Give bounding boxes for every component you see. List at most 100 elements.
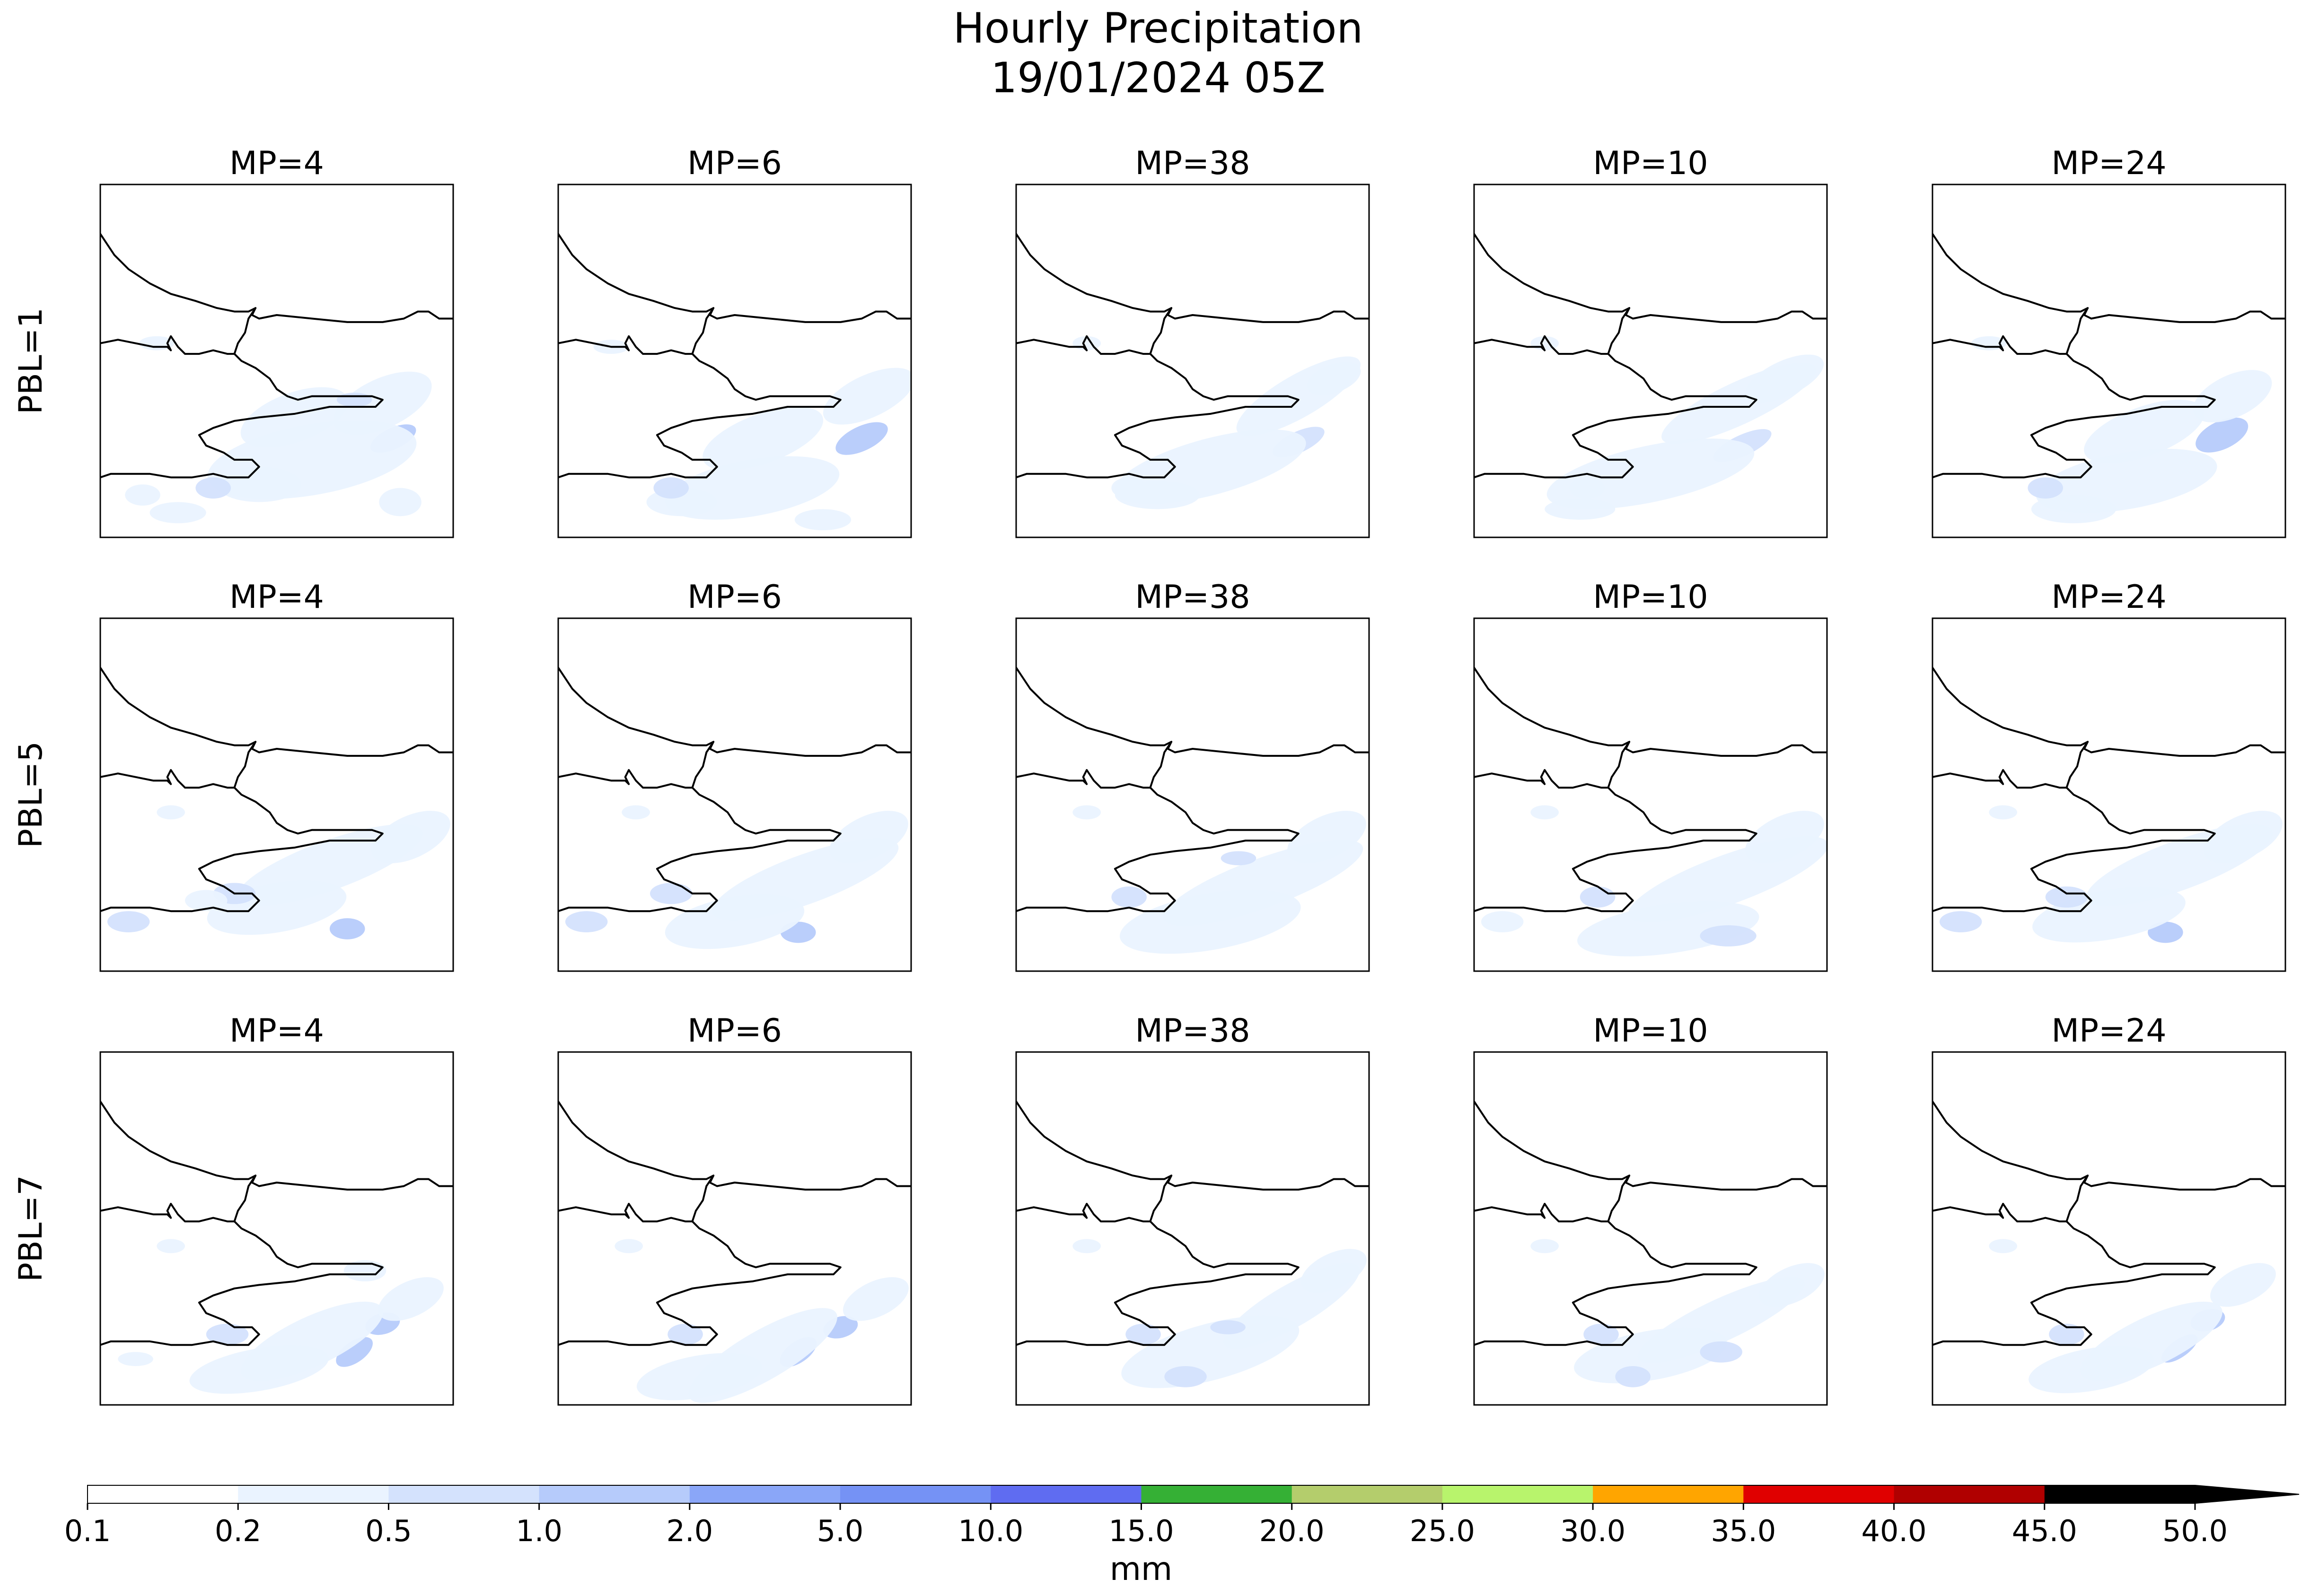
precip-blob <box>1300 1249 1367 1293</box>
precip-blob <box>1989 1239 2018 1254</box>
panel-title: MP=4 <box>229 1012 324 1050</box>
panel-title: MP=6 <box>687 1012 782 1050</box>
coastline-segment <box>100 307 384 479</box>
panel-frame <box>1015 617 1370 972</box>
coastline-segment <box>1932 335 2067 355</box>
panel-frame <box>1015 184 1370 538</box>
coastline-segment <box>558 1175 842 1346</box>
colorbar-bin <box>238 1485 389 1503</box>
coastline-segment <box>1016 1101 1369 1191</box>
colorbar-tick-label: 10.0 <box>958 1514 1023 1548</box>
colorbar-tick-label: 15.0 <box>1108 1514 1174 1548</box>
panel-pbl7-mp24: MP=24 <box>1932 1012 2286 1406</box>
panel-title: MP=6 <box>687 145 782 182</box>
precip-blob <box>2049 1324 2084 1345</box>
panel-frame <box>1932 184 2286 538</box>
precip-blob <box>379 488 422 517</box>
panel-pbl7-mp38: MP=38 <box>1015 1012 1370 1406</box>
precip-blob <box>1121 1315 1300 1388</box>
coastline-segment <box>1474 769 1608 789</box>
row-labels: PBL=1 PBL=5 PBL=7 <box>12 307 50 1282</box>
colorbar-tick-label: 2.0 <box>667 1514 713 1548</box>
colorbar-tick-label: 1.0 <box>516 1514 562 1548</box>
coastline <box>100 233 453 479</box>
coastline-segment <box>1474 1202 1608 1223</box>
precip-blob <box>2148 921 2183 943</box>
precip-field <box>125 336 432 524</box>
coastline-segment <box>100 1101 453 1191</box>
panel-title: MP=10 <box>1593 579 1708 616</box>
precip-blob <box>1287 811 1366 863</box>
precip-blob <box>829 811 908 863</box>
precip-blob <box>667 1324 703 1345</box>
colorbar-bin <box>2044 1485 2196 1503</box>
row-label: PBL=7 <box>12 1175 50 1282</box>
precip-blob <box>1758 1263 1825 1307</box>
precip-blob <box>703 406 824 471</box>
precip-blob <box>2045 886 2088 908</box>
precip-blob <box>334 371 432 435</box>
coastline-segment <box>1932 233 2285 323</box>
precip-blob <box>1530 805 1559 820</box>
panel-title: MP=10 <box>1593 145 1708 182</box>
coastline <box>100 667 453 912</box>
panel-frame <box>1473 617 1828 972</box>
precip-field <box>565 805 908 949</box>
coastline-segment <box>1016 233 1369 323</box>
precip-blob <box>1583 1324 1619 1345</box>
row-label: PBL=5 <box>12 741 50 848</box>
precip-field <box>615 1239 909 1403</box>
colorbar-outline <box>87 1485 2300 1504</box>
colorbar-extend-arrow <box>2195 1485 2299 1503</box>
coastline-segment <box>558 1202 693 1223</box>
coastline-segment <box>1016 1202 1150 1223</box>
coastline-segment <box>100 667 453 757</box>
precip-blob <box>1072 1239 1101 1254</box>
coastline-segment <box>1474 741 1757 912</box>
panel-pbl5-mp6: MP=6 <box>557 579 912 972</box>
panel-frame <box>99 1051 454 1406</box>
precip-blob <box>650 883 693 904</box>
colorbar-bin <box>88 1485 238 1503</box>
coastline-segment <box>558 769 693 789</box>
precip-field <box>118 1239 444 1394</box>
precip-blob <box>157 1239 185 1254</box>
coastline-segment <box>1932 1175 2216 1346</box>
coastline-segment <box>1932 741 2216 912</box>
precip-blob <box>1125 1324 1161 1345</box>
precip-blob <box>1580 886 1616 908</box>
precip-blob <box>1120 889 1301 954</box>
precip-blob <box>1530 336 1559 351</box>
panel-pbl5-mp10: MP=10 <box>1473 579 1828 972</box>
precip-field <box>1989 1239 2276 1394</box>
panel-grid: MP=4 MP=6 MP=38 MP=10 MP=24 MP=4 MP=6 MP=38 MP=1… <box>99 145 2286 1406</box>
precip-blob <box>185 890 228 912</box>
precip-blob <box>665 894 805 949</box>
precip-field <box>107 805 450 939</box>
colorbar: 0.1 0.2 0.5 1.0 2.0 5.0 10.0 15.0 20.0 25.0 30.0 35… <box>64 1485 2300 1588</box>
panel-pbl7-mp10: MP=10 <box>1473 1012 1828 1406</box>
panel-title: MP=24 <box>2051 579 2166 616</box>
coastline <box>1474 667 1827 912</box>
precip-blob <box>217 466 302 502</box>
precip-blob <box>1072 336 1101 351</box>
panel-title: MP=4 <box>229 145 324 182</box>
panel-title: MP=24 <box>2051 1012 2166 1050</box>
precip-blob <box>2084 399 2205 464</box>
colorbar-bin <box>689 1485 841 1503</box>
precip-field <box>1072 1239 1367 1388</box>
precip-blob <box>157 805 185 820</box>
precip-blob <box>1615 1366 1651 1387</box>
panel-title: MP=24 <box>2051 145 2166 182</box>
coastline-segment <box>1016 335 1150 355</box>
colorbar-tick-label: 35.0 <box>1711 1514 1776 1548</box>
colorbar-tick-label: 0.5 <box>365 1514 412 1548</box>
coastline <box>1016 1101 1369 1346</box>
panel-frame <box>1932 617 2286 972</box>
colorbar-bin <box>1593 1485 1744 1503</box>
panel-title: MP=38 <box>1135 1012 1250 1050</box>
precip-blob <box>189 1345 329 1394</box>
panel-frame <box>1473 184 1828 538</box>
colorbar-tick-label: 45.0 <box>2012 1514 2077 1548</box>
